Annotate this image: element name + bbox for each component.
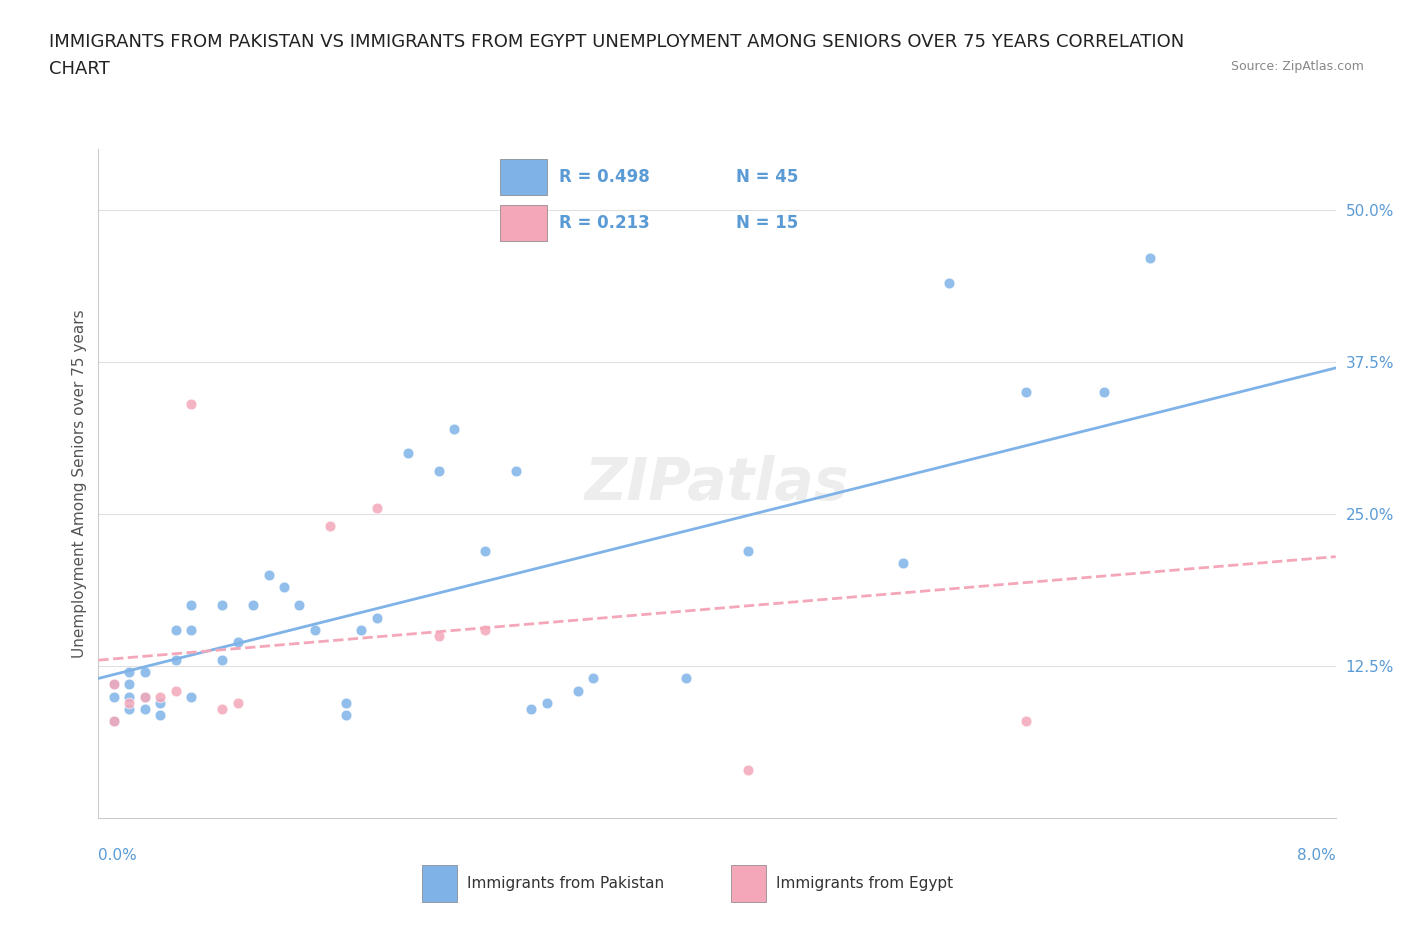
Point [226,634,249,649]
Point [335,696,357,711]
Text: Immigrants from Pakistan: Immigrants from Pakistan [467,876,664,891]
Text: N = 45: N = 45 [737,168,799,186]
Point [118,701,141,716]
Point [675,671,697,685]
Text: N = 15: N = 15 [737,215,799,232]
Point [134,665,156,680]
Bar [731,865,766,902]
Text: ZIPatlas: ZIPatlas [585,455,849,512]
Point [180,598,202,613]
Point [118,665,141,680]
Point [211,701,233,716]
Point [118,689,141,704]
Point [427,464,450,479]
Point [149,696,172,711]
Point [180,397,202,412]
Point [582,671,605,685]
Point [134,701,156,716]
Point [1015,385,1038,400]
Bar [422,865,457,902]
Point [1139,251,1161,266]
Text: CHART: CHART [49,60,110,78]
Bar [501,159,547,195]
Text: 8.0%: 8.0% [1296,848,1336,863]
Point [737,763,759,777]
Point [165,684,187,698]
Point [536,696,558,711]
Point [118,677,141,692]
Point [165,622,187,637]
Point [304,622,326,637]
Y-axis label: Unemployment Among Seniors over 75 years: Unemployment Among Seniors over 75 years [72,310,87,658]
Point [1092,385,1115,400]
Point [505,464,527,479]
Point [335,708,357,723]
Point [366,610,388,625]
Point [180,622,202,637]
Text: IMMIGRANTS FROM PAKISTAN VS IMMIGRANTS FROM EGYPT UNEMPLOYMENT AMONG SENIORS OVE: IMMIGRANTS FROM PAKISTAN VS IMMIGRANTS F… [49,33,1184,50]
Point [737,543,759,558]
Point [273,579,295,594]
Point [891,555,914,570]
Point [180,689,202,704]
Point [134,689,156,704]
Text: Immigrants from Egypt: Immigrants from Egypt [776,876,953,891]
Point [396,445,419,460]
Point [242,598,264,613]
Point [567,684,589,698]
Point [938,275,960,290]
Point [474,543,496,558]
Text: Source: ZipAtlas.com: Source: ZipAtlas.com [1230,60,1364,73]
Point [103,677,125,692]
Point [288,598,311,613]
Point [257,567,280,582]
Text: R = 0.213: R = 0.213 [560,215,650,232]
Point [1015,713,1038,728]
Bar [501,206,547,241]
Text: R = 0.498: R = 0.498 [560,168,650,186]
Point [103,713,125,728]
Text: 0.0%: 0.0% [98,848,138,863]
Point [149,689,172,704]
Point [134,689,156,704]
Point [211,653,233,668]
Point [103,713,125,728]
Point [211,598,233,613]
Point [427,629,450,644]
Point [366,500,388,515]
Point [226,696,249,711]
Point [520,701,543,716]
Point [319,519,342,534]
Point [474,622,496,637]
Point [350,622,373,637]
Point [443,421,465,436]
Point [149,708,172,723]
Point [103,677,125,692]
Point [165,653,187,668]
Point [118,696,141,711]
Point [103,689,125,704]
